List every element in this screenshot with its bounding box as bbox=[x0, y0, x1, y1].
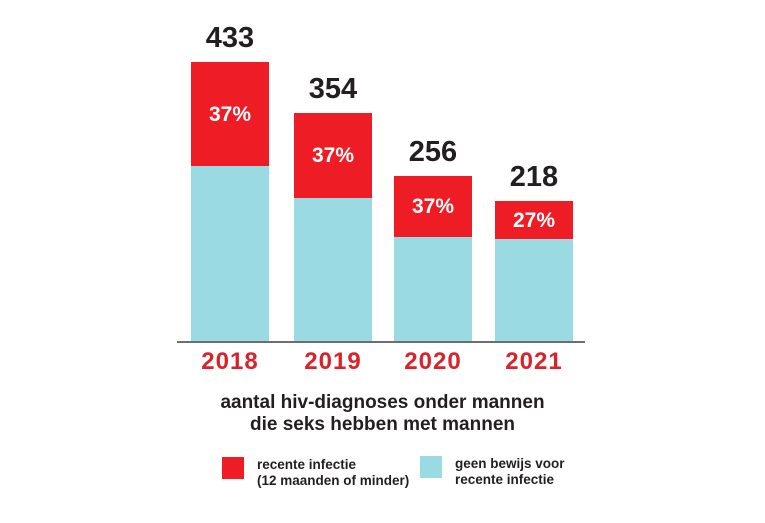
stacked-bar-2020: 37% bbox=[394, 176, 472, 342]
bar-total-label-2019: 354 bbox=[308, 73, 358, 105]
stacked-bar-2018: 37% bbox=[191, 62, 269, 342]
chart-caption-line-2: die seks hebben met mannen bbox=[249, 414, 516, 435]
bar-group-2021: 218 27% 2021 bbox=[495, 0, 573, 374]
bar-percent-label-2018: 37% bbox=[208, 102, 252, 126]
x-tick-label-2021: 2021 bbox=[505, 348, 563, 375]
bar-segment-no-evidence-2020 bbox=[394, 237, 472, 342]
bar-percent-label-2019: 37% bbox=[311, 144, 355, 167]
legend-label-recent-line-1: recente infectie bbox=[257, 457, 357, 472]
bar-percent-label-2020: 37% bbox=[411, 195, 455, 218]
bar-group-2019: 354 37% 2019 bbox=[294, 0, 372, 374]
bar-segment-recent-infection-2018: 37% bbox=[191, 62, 269, 166]
x-tick-label-2020: 2020 bbox=[404, 348, 462, 375]
bar-segment-no-evidence-2019 bbox=[294, 198, 372, 342]
bar-segment-recent-infection-2020: 37% bbox=[394, 176, 472, 237]
legend-item-recent-infection: recente infectie (12 maanden of minder) bbox=[222, 457, 409, 489]
legend-label-no-evidence: geen bewijs voor recente infectie bbox=[455, 456, 565, 488]
x-axis-line bbox=[177, 341, 585, 343]
bar-segment-no-evidence-2021 bbox=[495, 239, 573, 342]
legend-item-no-evidence: geen bewijs voor recente infectie bbox=[420, 456, 565, 488]
chart-caption-line-1: aantal hiv-diagnoses onder mannen bbox=[220, 392, 545, 413]
legend-label-recent-line-2: (12 maanden of minder) bbox=[257, 473, 410, 488]
legend-swatch-no-evidence bbox=[420, 456, 442, 478]
bar-segment-recent-infection-2021: 27% bbox=[495, 201, 573, 239]
bar-total-label-2018: 433 bbox=[205, 22, 255, 54]
bar-percent-label-2021: 27% bbox=[512, 208, 556, 232]
bar-group-2020: 256 37% 2020 bbox=[394, 0, 472, 374]
legend-label-recent-infection: recente infectie (12 maanden of minder) bbox=[257, 457, 409, 489]
x-tick-label-2019: 2019 bbox=[304, 348, 362, 375]
x-tick-label-2018: 2018 bbox=[201, 348, 259, 375]
bar-segment-no-evidence-2018 bbox=[191, 166, 269, 342]
bar-total-label-2021: 218 bbox=[509, 161, 559, 193]
legend-label-no-evidence-line-2: recente infectie bbox=[455, 472, 555, 487]
stacked-bar-2019: 37% bbox=[294, 113, 372, 342]
stacked-bar-2021: 27% bbox=[495, 201, 573, 342]
chart-caption: aantal hiv-diagnoses onder mannen die se… bbox=[0, 392, 765, 436]
bar-segment-recent-infection-2019: 37% bbox=[294, 113, 372, 198]
bar-total-label-2020: 256 bbox=[408, 136, 458, 168]
legend-label-no-evidence-line-1: geen bewijs voor bbox=[455, 456, 565, 471]
legend-swatch-recent-infection bbox=[222, 457, 244, 479]
bar-group-2018: 433 37% 2018 bbox=[191, 0, 269, 374]
